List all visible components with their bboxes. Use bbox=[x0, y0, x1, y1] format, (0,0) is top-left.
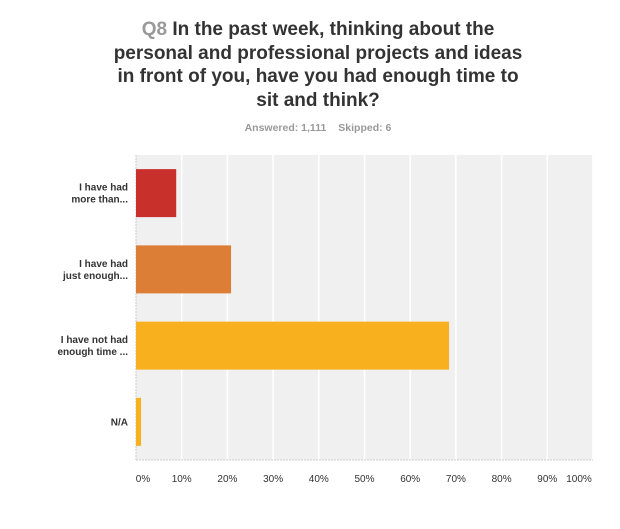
skipped-count: Skipped: 6 bbox=[338, 122, 392, 134]
x-tick-label: 50% bbox=[354, 474, 374, 485]
x-tick-label: 60% bbox=[400, 474, 420, 485]
x-tick-label: 20% bbox=[217, 474, 237, 485]
x-tick-label: 70% bbox=[446, 474, 466, 485]
category-label: I have not had bbox=[61, 335, 128, 346]
category-label: more than... bbox=[71, 195, 128, 206]
category-label: just enough... bbox=[62, 271, 128, 282]
bar bbox=[136, 169, 177, 218]
category-label: I have had bbox=[79, 259, 128, 270]
x-tick-label: 90% bbox=[537, 474, 557, 485]
x-tick-label: 10% bbox=[172, 474, 192, 485]
category-label: N/A bbox=[111, 417, 128, 428]
x-tick-label: 30% bbox=[263, 474, 283, 485]
chart-title: Q8 In the past week, thinking about the … bbox=[110, 18, 526, 112]
question-number: Q8 bbox=[141, 19, 168, 40]
bar bbox=[136, 245, 232, 294]
bar bbox=[136, 321, 450, 370]
question-text: In the past week, thinking about the per… bbox=[113, 19, 523, 111]
x-tick-label: 0% bbox=[136, 474, 151, 485]
x-tick-label: 40% bbox=[309, 474, 329, 485]
x-tick-label: 80% bbox=[492, 474, 512, 485]
x-tick-label: 100% bbox=[566, 474, 592, 485]
answered-count: Answered: 1,111 bbox=[244, 122, 327, 134]
bar bbox=[136, 397, 142, 446]
response-stats: Answered: 1,111 Skipped: 6 bbox=[0, 122, 620, 134]
category-label: I have had bbox=[79, 183, 128, 194]
category-label: enough time ... bbox=[57, 347, 128, 358]
